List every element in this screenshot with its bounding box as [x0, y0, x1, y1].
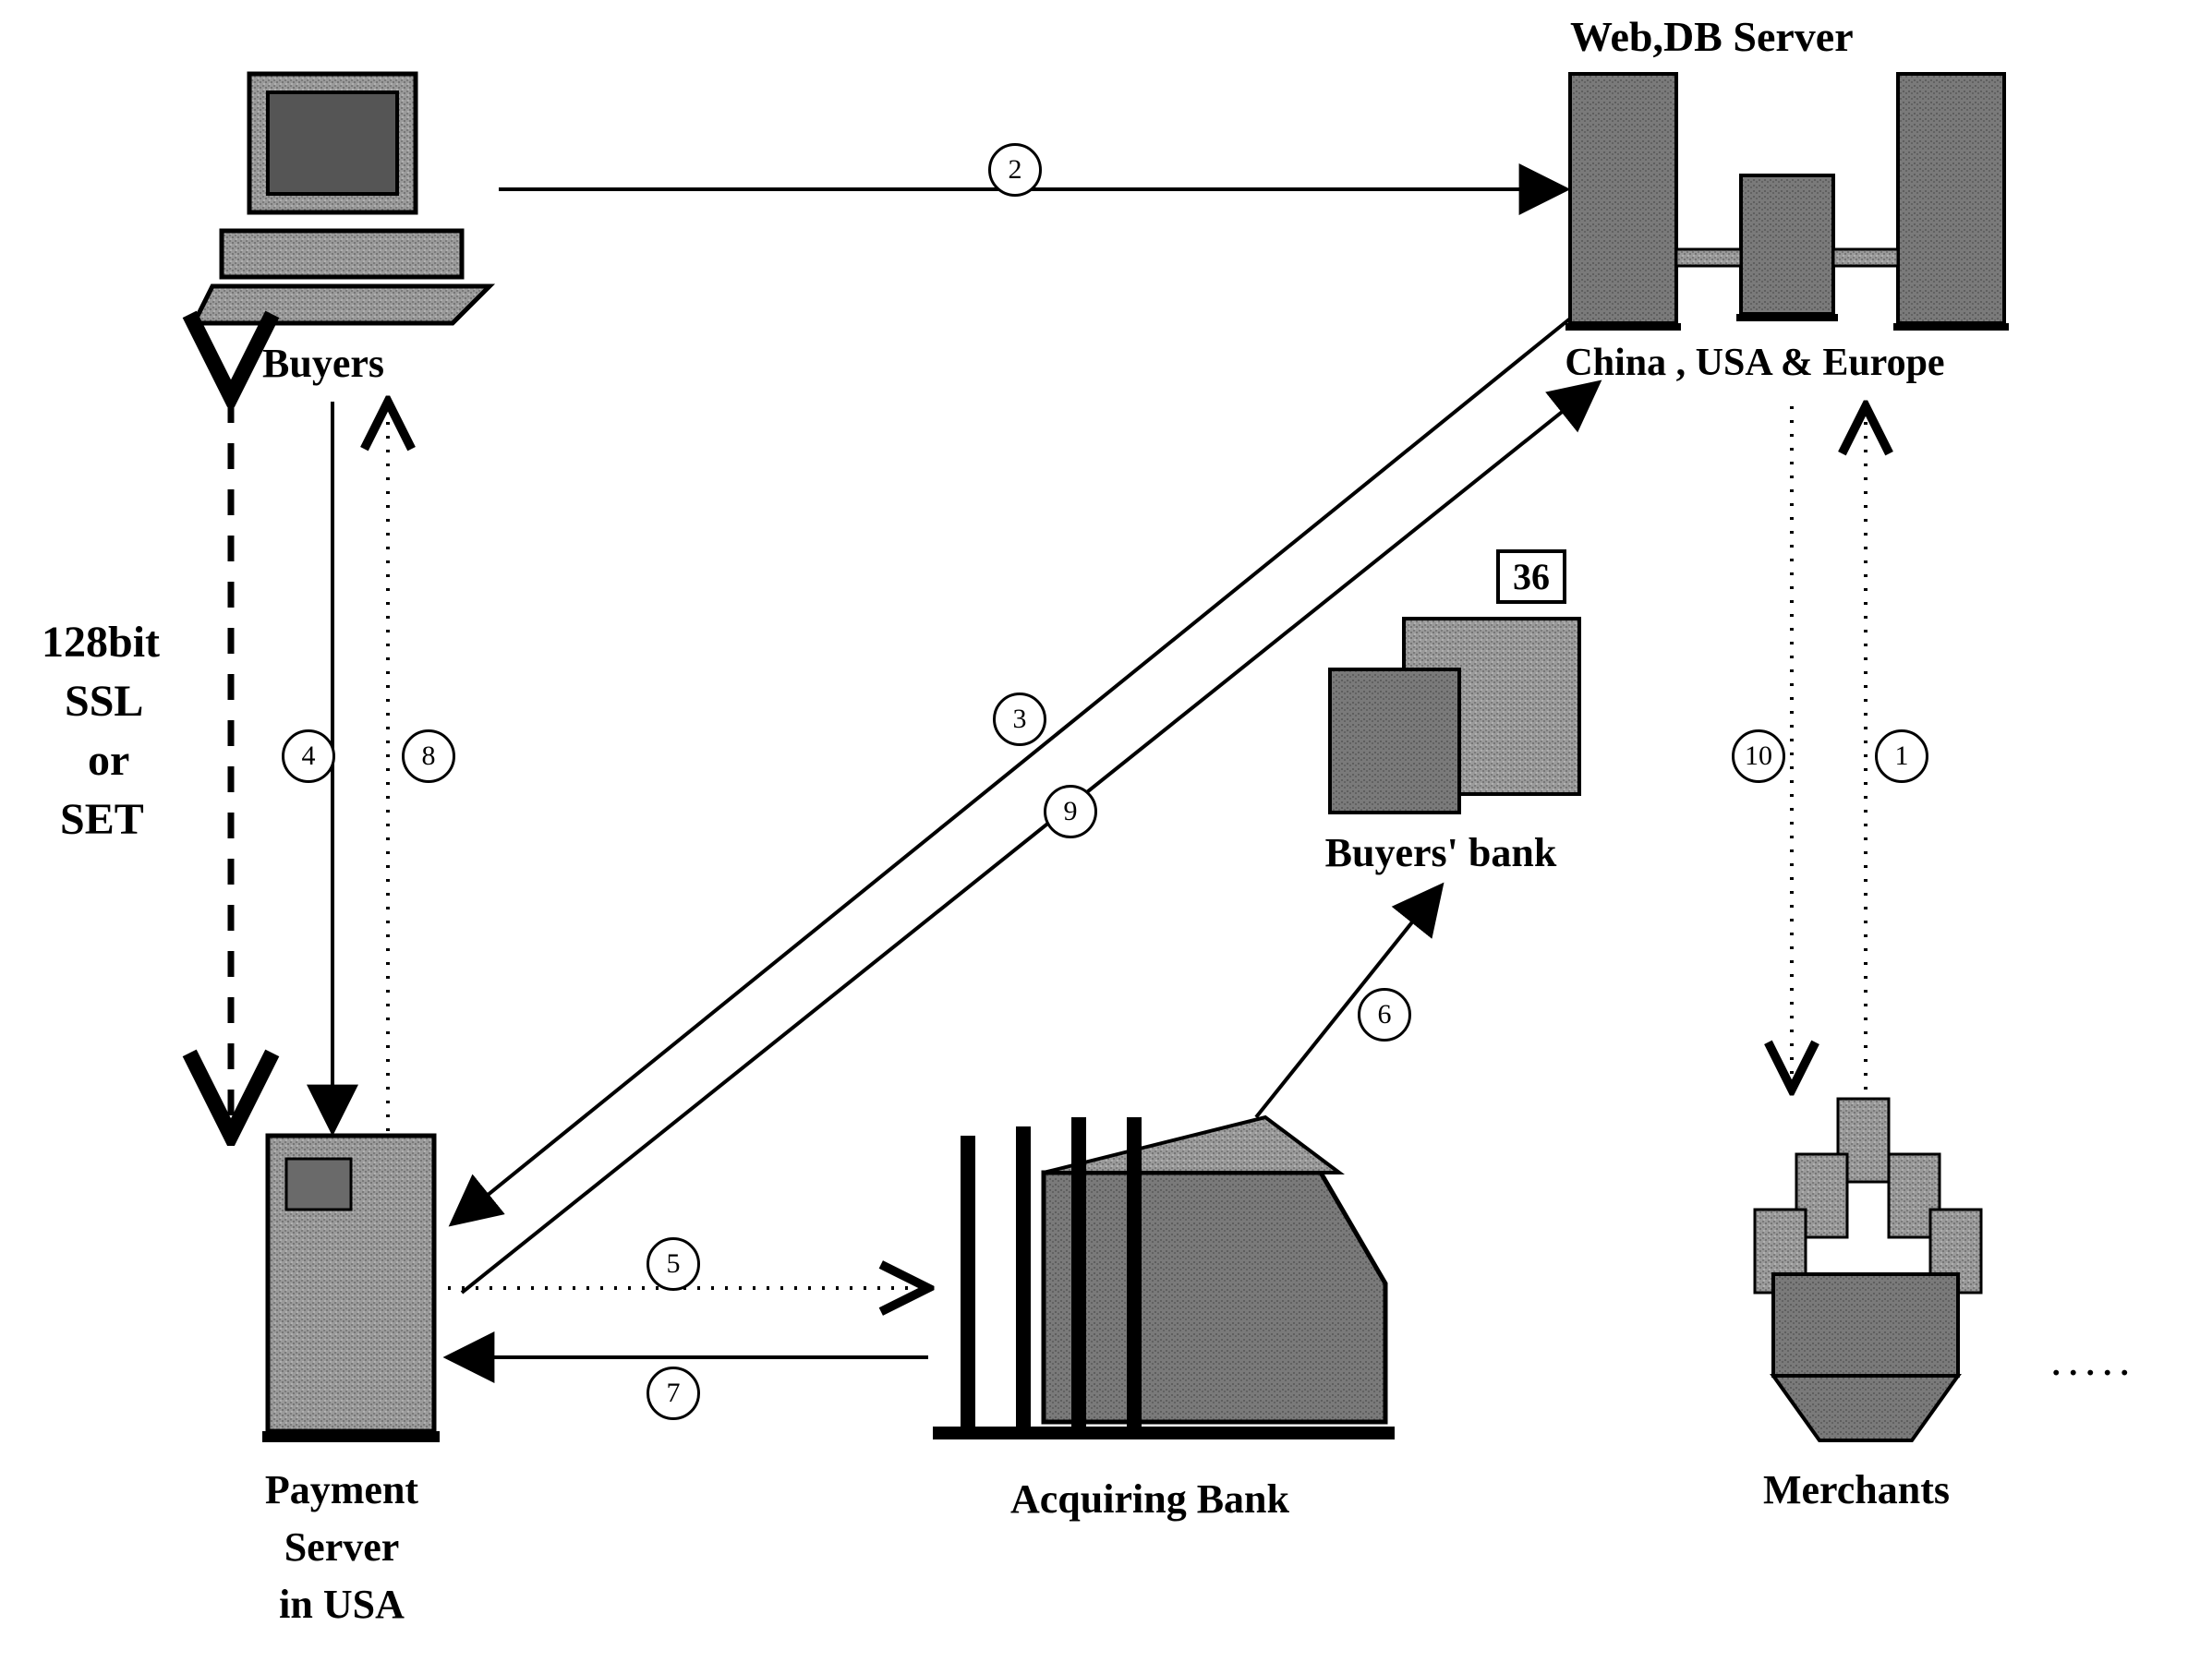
step-6: 6 — [1358, 988, 1411, 1042]
payment-label-l2: Server — [222, 1525, 462, 1570]
step-1: 1 — [1875, 729, 1928, 783]
diagram-canvas: Web,DB Server Buyers China , USA & Europ… — [0, 0, 2212, 1674]
payment-server-icon — [262, 1136, 440, 1442]
diagram-svg — [0, 0, 2212, 1674]
payment-label-l3: in USA — [222, 1583, 462, 1627]
payment-label-l1: Payment — [222, 1468, 462, 1512]
buyers-bank-36: 36 — [1496, 549, 1566, 604]
step-5: 5 — [647, 1237, 700, 1291]
buyers-bank-icon — [1330, 619, 1579, 813]
merchants-label: Merchants — [1718, 1468, 1995, 1512]
webdb-subtitle: China , USA & Europe — [1515, 342, 1995, 384]
step-4: 4 — [282, 729, 335, 783]
edge-6 — [1256, 886, 1441, 1117]
step-3: 3 — [993, 692, 1046, 746]
buyers-bank-label: Buyers' bank — [1293, 831, 1589, 875]
merchants-icon — [1755, 1099, 1981, 1440]
ssl-l1: 128bit — [42, 619, 160, 668]
step-7: 7 — [647, 1367, 700, 1420]
step-2: 2 — [988, 143, 1042, 197]
buyers-icon — [194, 74, 490, 323]
step-8: 8 — [402, 729, 455, 783]
ssl-l4: SET — [60, 796, 144, 845]
acquiring-bank-icon — [933, 1117, 1395, 1439]
step-9: 9 — [1044, 785, 1097, 838]
step-10: 10 — [1732, 729, 1785, 783]
ssl-l2: SSL — [65, 678, 143, 727]
webdb-icon — [1565, 74, 2009, 331]
acquiring-label: Acquiring Bank — [951, 1477, 1348, 1522]
merchants-ellipsis: ..... — [2050, 1334, 2136, 1385]
ssl-l3: or — [88, 737, 129, 786]
webdb-title: Web,DB Server — [1570, 14, 1854, 61]
buyers-label: Buyers — [222, 342, 425, 386]
